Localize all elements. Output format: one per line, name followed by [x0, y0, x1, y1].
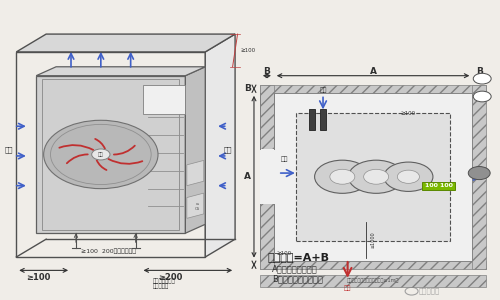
Polygon shape [206, 34, 235, 257]
Text: A: A [244, 172, 251, 181]
Circle shape [468, 167, 490, 180]
Circle shape [398, 170, 419, 183]
Text: B: B [264, 67, 270, 76]
FancyArrowPatch shape [96, 160, 106, 170]
Text: 结构尺寸=A+B: 结构尺寸=A+B [268, 252, 330, 262]
Polygon shape [36, 76, 186, 233]
Circle shape [92, 149, 110, 160]
Polygon shape [187, 160, 204, 186]
Text: 进风: 进风 [280, 157, 288, 163]
Circle shape [44, 120, 158, 189]
Circle shape [330, 169, 355, 184]
Text: ≥1000: ≥1000 [370, 231, 375, 248]
Bar [260, 275, 486, 287]
FancyArrowPatch shape [67, 154, 88, 163]
Bar [308, 109, 314, 130]
Circle shape [314, 160, 370, 193]
Polygon shape [16, 34, 235, 52]
Text: 100 100: 100 100 [424, 184, 452, 188]
Text: 出风: 出风 [98, 152, 103, 157]
Text: ≥200: ≥200 [158, 273, 182, 282]
Text: 机位道有焊接管槽，净空高度≥1m。: 机位道有焊接管槽，净空高度≥1m。 [347, 278, 400, 283]
Text: ≥100: ≥100 [400, 111, 415, 116]
Text: B: B [244, 84, 251, 93]
Text: 排水管空间: 排水管空间 [153, 283, 170, 289]
Text: 进风: 进风 [224, 147, 232, 153]
Bar [472, 85, 486, 269]
Text: 冷媒管安装空间: 冷媒管安装空间 [153, 279, 176, 284]
Polygon shape [186, 67, 206, 233]
Polygon shape [187, 193, 204, 218]
Text: ≥100: ≥100 [276, 250, 291, 256]
FancyArrowPatch shape [95, 139, 105, 149]
Bar [274, 93, 472, 261]
Bar [260, 261, 486, 269]
Bar [143, 85, 186, 114]
Circle shape [474, 91, 491, 102]
Bar [260, 85, 274, 269]
Circle shape [364, 169, 388, 184]
FancyArrowPatch shape [114, 146, 135, 154]
FancyArrowPatch shape [60, 145, 94, 150]
Text: A: A [370, 67, 376, 76]
Text: B: B [476, 67, 482, 76]
Bar [260, 85, 486, 93]
Bar [320, 109, 326, 130]
Text: 进风: 进风 [4, 147, 13, 153]
Text: B：空调机位保温尺寸: B：空调机位保温尺寸 [272, 274, 324, 283]
Circle shape [348, 160, 404, 193]
Text: 出风: 出风 [344, 285, 352, 291]
Bar [296, 113, 450, 241]
Polygon shape [36, 67, 205, 76]
Circle shape [474, 73, 491, 84]
Text: ≥100: ≥100 [240, 48, 255, 53]
FancyArrowPatch shape [108, 159, 142, 164]
Text: ≥100  200支架安装空间: ≥100 200支架安装空间 [81, 248, 136, 254]
Bar [422, 182, 456, 190]
Text: A：空调机位净尺寸: A：空调机位净尺寸 [272, 264, 318, 273]
Text: 进风: 进风 [320, 87, 327, 93]
Text: ≥100: ≥100 [26, 273, 50, 282]
Text: cs
CS: cs CS [195, 202, 200, 211]
Text: 远洋设计汇: 远洋设计汇 [418, 288, 440, 295]
Circle shape [384, 162, 433, 191]
Bar [260, 149, 275, 204]
